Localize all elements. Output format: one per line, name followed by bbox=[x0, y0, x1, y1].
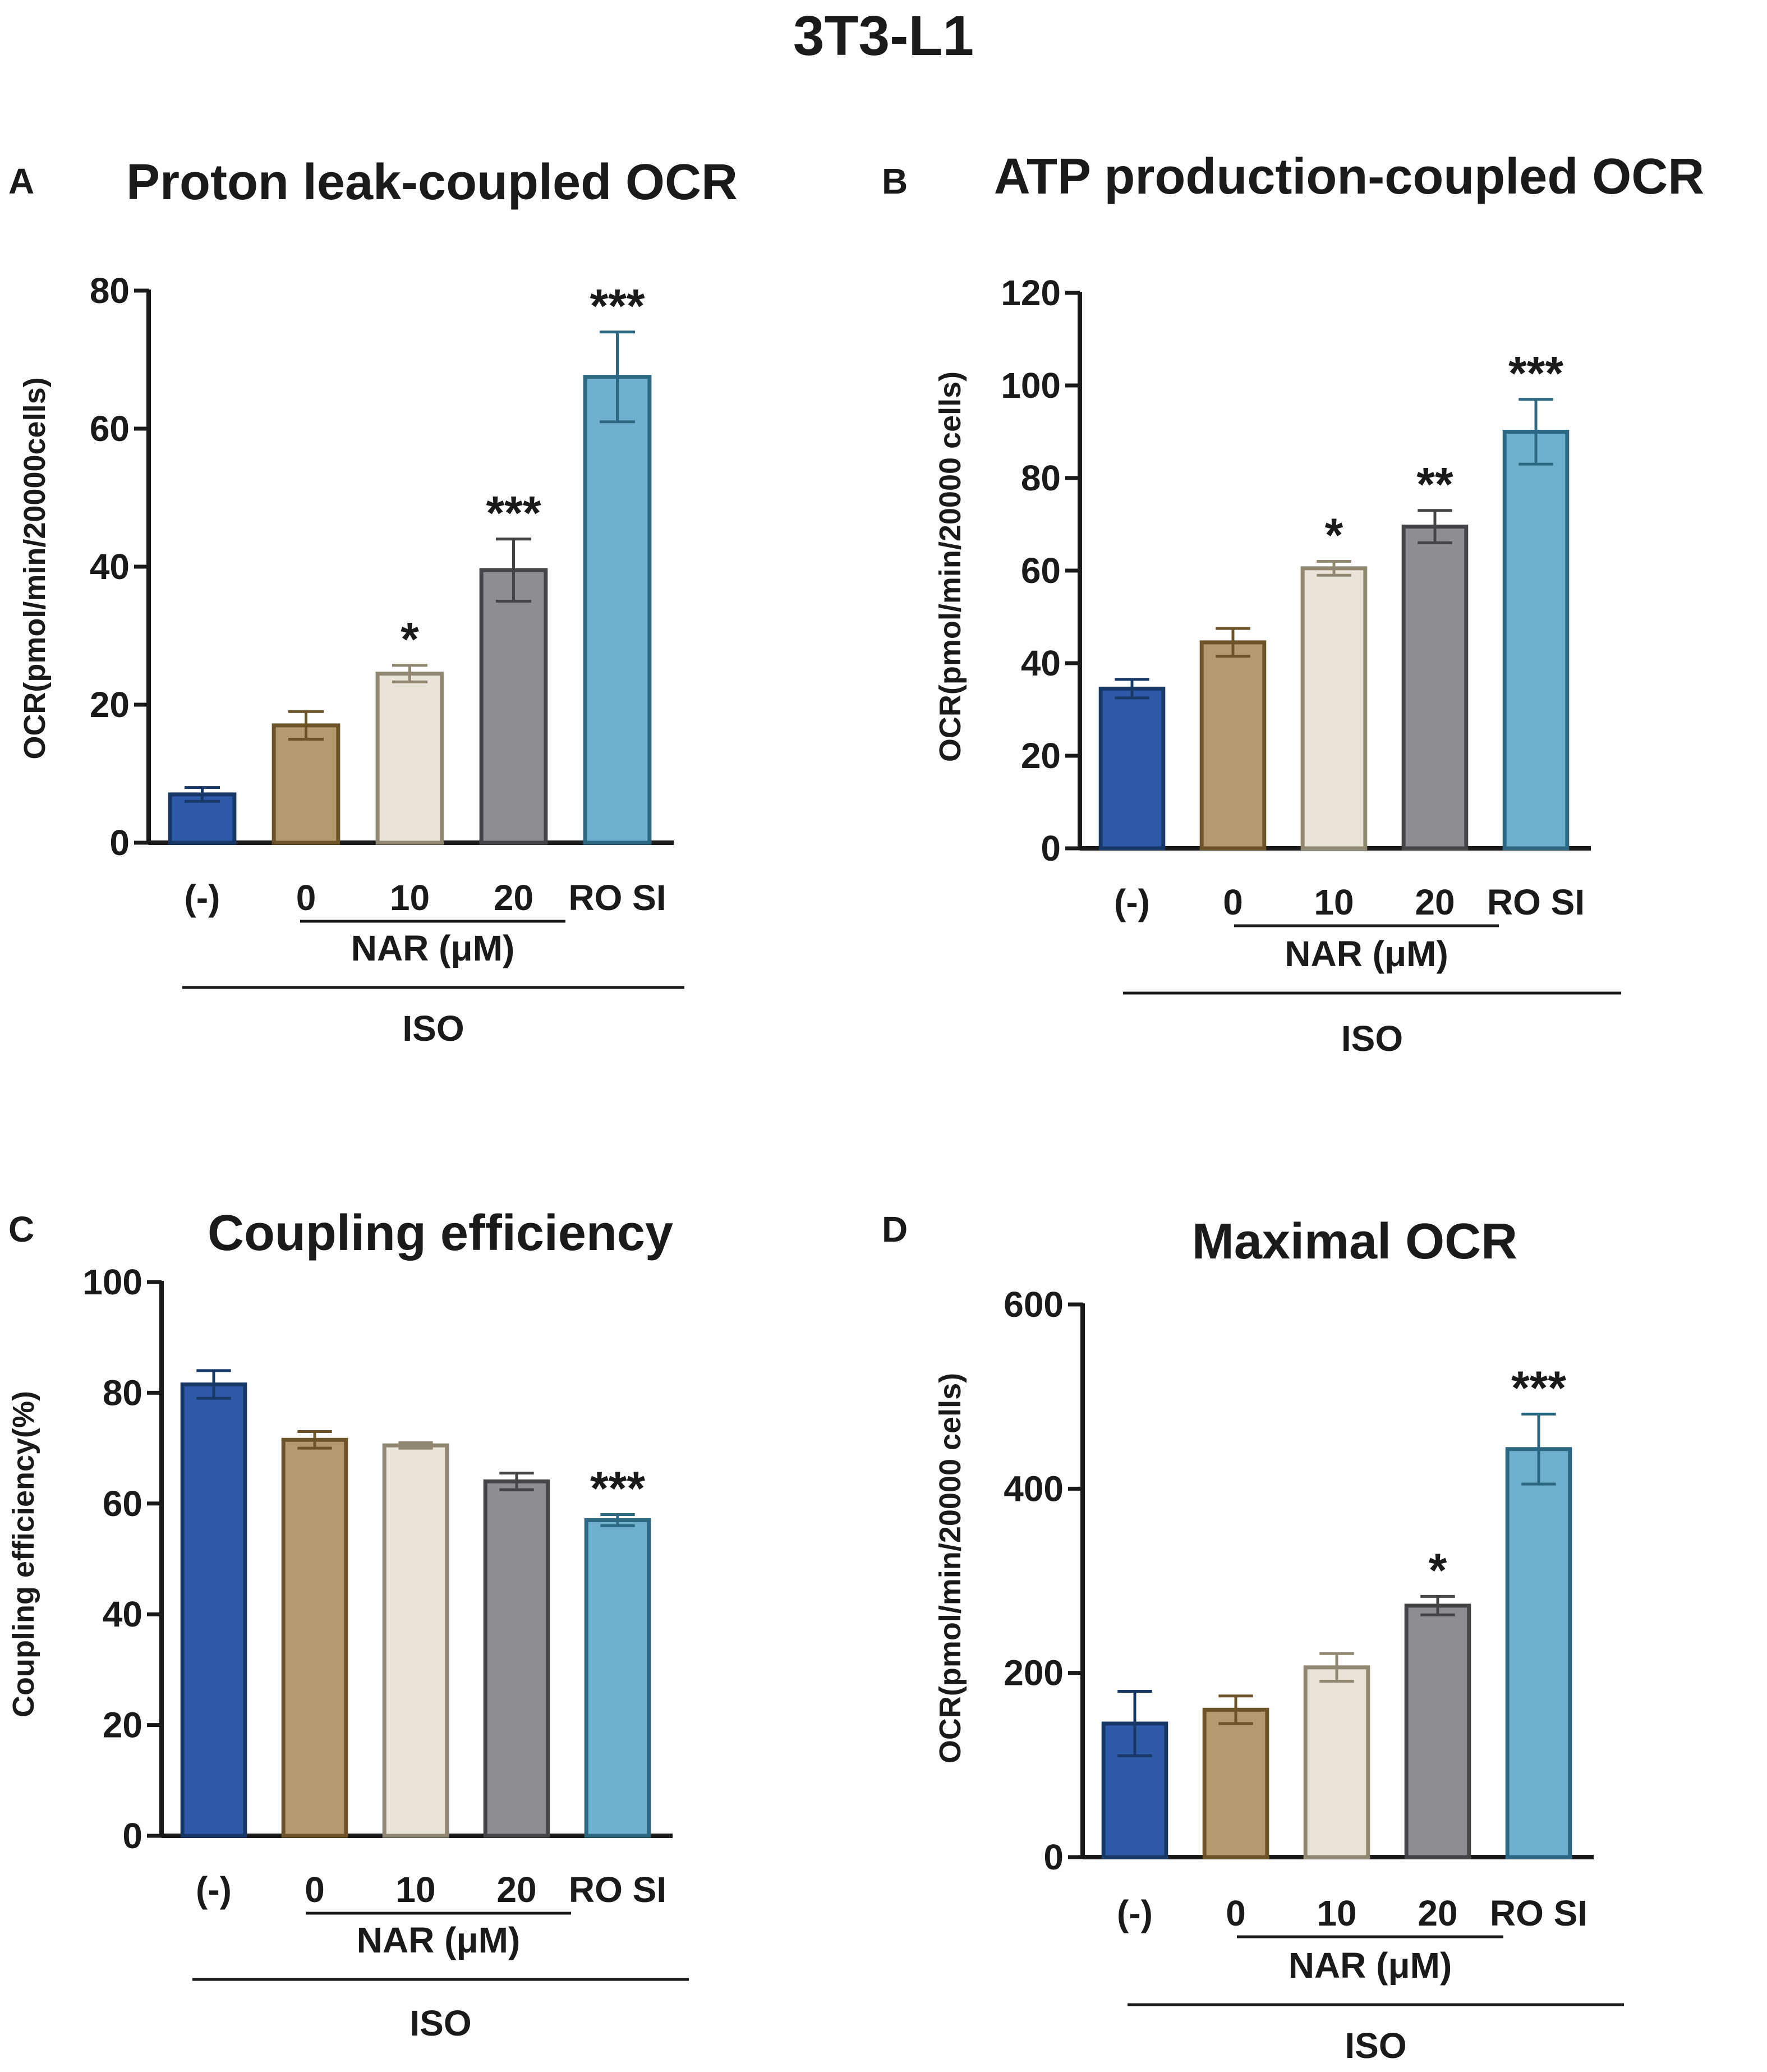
y-axis-label: OCR(pmol/min/20000 cells) bbox=[933, 371, 967, 762]
y-tick-label: 100 bbox=[1001, 365, 1061, 406]
y-tick-label: 80 bbox=[1021, 458, 1061, 498]
y-tick-label: 60 bbox=[103, 1483, 142, 1524]
x-tick-label: (-) bbox=[1117, 1893, 1153, 1933]
y-tick-label: 0 bbox=[109, 823, 130, 863]
y-tick-label: 40 bbox=[1021, 643, 1061, 683]
x-tick-label: 0 bbox=[1223, 882, 1243, 922]
bar bbox=[1505, 1447, 1572, 1859]
x-tick-label: 20 bbox=[496, 1869, 536, 1910]
y-tick-label: 60 bbox=[90, 408, 130, 449]
y-tick-label: 40 bbox=[103, 1594, 142, 1634]
bar bbox=[1502, 430, 1570, 851]
y-tick-label: 400 bbox=[1004, 1468, 1064, 1509]
x-tick-label: RO SI bbox=[1487, 882, 1585, 922]
significance-marker: * bbox=[1325, 509, 1343, 562]
bar bbox=[272, 723, 340, 845]
significance-marker: *** bbox=[1511, 1361, 1566, 1414]
y-tick-label: 20 bbox=[90, 684, 130, 725]
bar bbox=[583, 375, 652, 845]
x-tick-label: 10 bbox=[390, 878, 430, 918]
iso-group-label: ISO bbox=[402, 1008, 464, 1049]
y-tick-label: 0 bbox=[1043, 1837, 1064, 1877]
bar bbox=[1404, 1604, 1471, 1859]
bar bbox=[180, 1382, 247, 1838]
significance-marker: *** bbox=[1508, 347, 1563, 399]
x-tick-label: (-) bbox=[185, 878, 220, 918]
y-tick-label: 200 bbox=[1004, 1653, 1064, 1693]
x-tick-label: 0 bbox=[1226, 1893, 1246, 1933]
bar bbox=[1300, 566, 1368, 851]
y-tick-label: 120 bbox=[1001, 273, 1061, 313]
y-tick-label: 0 bbox=[1041, 828, 1061, 869]
panel-letter: C bbox=[8, 1209, 34, 1249]
y-axis-label: OCR(pmol/min/20000 cells) bbox=[933, 1373, 967, 1763]
y-axis-label: OCR(pmol/min/20000cells) bbox=[18, 377, 52, 759]
x-tick-label: RO SI bbox=[568, 878, 666, 918]
x-tick-label: (-) bbox=[1114, 882, 1150, 922]
bar bbox=[1401, 525, 1469, 851]
bar bbox=[375, 672, 444, 845]
iso-group-label: ISO bbox=[409, 2003, 471, 2043]
panel-letter: A bbox=[8, 161, 34, 201]
chart-title: Coupling efficiency bbox=[208, 1205, 673, 1261]
x-tick-label: RO SI bbox=[1490, 1893, 1587, 1933]
bar bbox=[584, 1518, 651, 1838]
significance-marker: *** bbox=[590, 279, 645, 332]
significance-marker: ** bbox=[1416, 458, 1453, 511]
x-tick-label: 20 bbox=[1415, 882, 1455, 922]
y-tick-label: 40 bbox=[90, 546, 130, 587]
x-tick-label: 20 bbox=[494, 878, 533, 918]
y-tick-label: 0 bbox=[122, 1816, 142, 1856]
iso-group-label: ISO bbox=[1341, 1018, 1403, 1059]
nar-group-label: NAR (μM) bbox=[1289, 1945, 1452, 1986]
y-tick-label: 20 bbox=[1021, 736, 1061, 776]
figure-title: 3T3-L1 bbox=[793, 4, 974, 67]
panel-c: C Coupling efficiency Coupling efficienc… bbox=[7, 1205, 689, 2043]
bar bbox=[479, 568, 548, 845]
significance-marker: * bbox=[1429, 1543, 1447, 1596]
chart-title: Maximal OCR bbox=[1192, 1214, 1517, 1270]
bar bbox=[1199, 640, 1267, 851]
significance-marker: *** bbox=[590, 1462, 645, 1515]
bar bbox=[1098, 686, 1166, 851]
y-tick-label: 100 bbox=[82, 1262, 142, 1302]
iso-group-label: ISO bbox=[1345, 2025, 1406, 2066]
bar bbox=[483, 1479, 550, 1838]
y-tick-label: 80 bbox=[103, 1372, 142, 1413]
x-tick-label: 10 bbox=[1317, 1893, 1356, 1933]
y-tick-label: 60 bbox=[1021, 550, 1061, 591]
x-tick-label: 0 bbox=[296, 878, 316, 918]
y-tick-label: 20 bbox=[103, 1705, 142, 1745]
x-tick-label: 10 bbox=[1314, 882, 1354, 922]
x-tick-label: 10 bbox=[395, 1869, 435, 1910]
chart-title: ATP production-coupled OCR bbox=[994, 149, 1705, 205]
bar bbox=[1303, 1665, 1370, 1859]
significance-marker: * bbox=[401, 613, 419, 665]
y-axis-label: Coupling efficiency(%) bbox=[7, 1391, 40, 1717]
panel-letter: D bbox=[882, 1209, 908, 1249]
bar bbox=[1202, 1707, 1269, 1859]
panel-d: D Maximal OCR OCR(pmol/min/20000 cells) … bbox=[882, 1209, 1624, 2066]
y-tick-label: 600 bbox=[1004, 1284, 1064, 1325]
nar-group-label: NAR (μM) bbox=[351, 928, 515, 968]
x-tick-label: 20 bbox=[1418, 1893, 1457, 1933]
y-tick-label: 80 bbox=[90, 270, 130, 311]
x-tick-label: RO SI bbox=[569, 1869, 666, 1910]
nar-group-label: NAR (μM) bbox=[357, 1920, 521, 1960]
x-tick-label: 0 bbox=[305, 1869, 325, 1910]
bar bbox=[382, 1443, 449, 1838]
bar bbox=[281, 1437, 348, 1838]
chart-title: Proton leak-coupled OCR bbox=[126, 154, 738, 210]
panel-a: A Proton leak-coupled OCR OCR(pmol/min/2… bbox=[8, 154, 738, 1049]
nar-group-label: NAR (μM) bbox=[1285, 934, 1448, 974]
x-tick-label: (-) bbox=[196, 1869, 232, 1910]
significance-marker: *** bbox=[486, 486, 541, 539]
panel-b: B ATP production-coupled OCR OCR(pmol/mi… bbox=[882, 149, 1704, 1059]
panel-letter: B bbox=[882, 161, 908, 201]
